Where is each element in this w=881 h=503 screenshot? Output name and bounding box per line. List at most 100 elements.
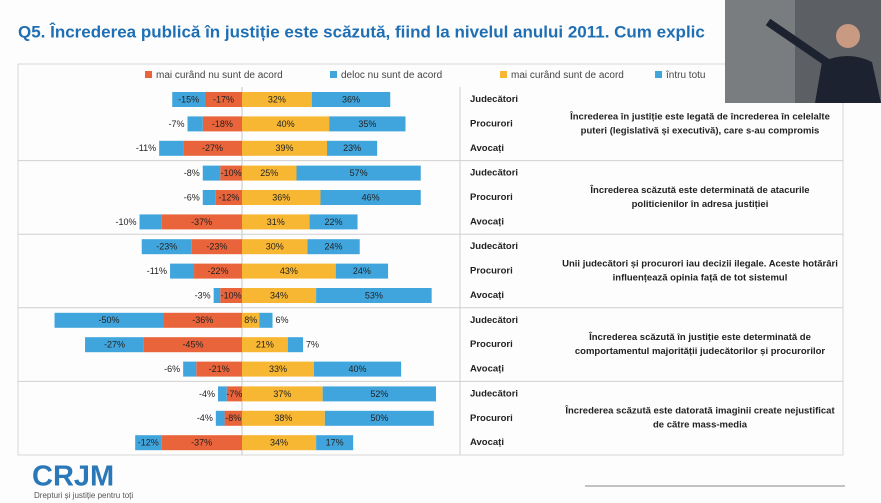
value-label: 6% bbox=[276, 315, 289, 325]
bar-segment bbox=[161, 214, 242, 230]
bar-segment bbox=[316, 288, 432, 303]
value-label: 17% bbox=[326, 438, 344, 448]
value-label: 7% bbox=[306, 340, 319, 350]
row-label: Procurori bbox=[470, 118, 513, 129]
bar-segment bbox=[309, 214, 358, 230]
value-label: -10% bbox=[116, 217, 137, 227]
bar-segment bbox=[143, 337, 242, 353]
value-label: 53% bbox=[365, 290, 383, 300]
video-arm bbox=[765, 18, 841, 74]
row-label: Avocați bbox=[470, 290, 504, 301]
bar-segment bbox=[329, 116, 406, 132]
bar-segment bbox=[242, 361, 314, 377]
bar-segment bbox=[296, 165, 421, 181]
bar-segment bbox=[242, 140, 328, 156]
value-label: -22% bbox=[208, 266, 229, 276]
statement: de către mass-media bbox=[653, 420, 748, 431]
statement: Încrederea scăzută în justiție este dete… bbox=[588, 331, 811, 343]
value-label: 43% bbox=[280, 266, 298, 276]
statement: influențează opinia față de tot sistemul bbox=[613, 273, 788, 284]
value-label: 32% bbox=[268, 94, 286, 104]
bar-segment bbox=[170, 263, 195, 279]
bar-segment bbox=[226, 386, 242, 402]
bar-segment bbox=[287, 337, 304, 353]
value-label: 40% bbox=[349, 364, 367, 374]
bar-segment bbox=[183, 361, 197, 377]
bar-segment bbox=[322, 386, 437, 402]
value-label: 21% bbox=[256, 340, 274, 350]
value-label: 36% bbox=[342, 94, 360, 104]
row-label: Judecători bbox=[470, 94, 518, 105]
value-label: 8% bbox=[244, 315, 257, 325]
legend-swatch bbox=[655, 71, 662, 78]
value-label: -21% bbox=[209, 364, 230, 374]
row-label: Avocați bbox=[470, 364, 504, 375]
bar-segment bbox=[215, 410, 225, 426]
value-label: 25% bbox=[260, 168, 278, 178]
value-label: -7% bbox=[226, 389, 242, 399]
bar-segment bbox=[242, 435, 317, 451]
row-label: Judecători bbox=[470, 388, 518, 399]
statement: Încrederea scăzută este datorată imagini… bbox=[564, 405, 835, 417]
bar-segment bbox=[163, 312, 242, 328]
bar-segment bbox=[335, 263, 389, 279]
value-label: 37% bbox=[273, 389, 291, 399]
statement: Încrederea scăzută este determinată de a… bbox=[589, 184, 809, 196]
bar-segment bbox=[316, 435, 354, 451]
bar-segment bbox=[242, 165, 297, 181]
value-label: 33% bbox=[269, 364, 287, 374]
value-label: -10% bbox=[221, 168, 242, 178]
statement: puteri (legislativă și executivă), care … bbox=[581, 125, 820, 136]
bar-segment bbox=[139, 214, 162, 230]
bar-segment bbox=[320, 190, 421, 205]
legend-label: mai curând nu sunt de acord bbox=[156, 70, 283, 81]
bar-segment bbox=[242, 288, 317, 303]
video-wall bbox=[725, 0, 795, 103]
bar-segment bbox=[242, 190, 321, 205]
slide-title: Q5. Încrederea publică în justiție este … bbox=[18, 22, 705, 41]
value-label: -8% bbox=[225, 413, 241, 423]
value-label: -37% bbox=[191, 438, 212, 448]
row-label: Procurori bbox=[470, 413, 513, 424]
bar-segment bbox=[85, 337, 144, 353]
row-label: Procurori bbox=[470, 192, 513, 203]
statement: politicienilor în adresa justiției bbox=[632, 199, 769, 210]
value-label: -12% bbox=[218, 192, 239, 202]
value-label: 31% bbox=[267, 217, 285, 227]
legend-label: mai curând sunt de acord bbox=[511, 70, 624, 81]
bar-segment bbox=[204, 92, 242, 107]
bar-segment bbox=[202, 165, 221, 181]
value-label: 57% bbox=[350, 168, 368, 178]
bar-segment bbox=[259, 312, 273, 328]
bar-segment bbox=[183, 140, 242, 156]
bar-segment bbox=[218, 386, 227, 402]
value-label: 52% bbox=[370, 389, 388, 399]
row-label: Judecători bbox=[470, 315, 518, 326]
statement: comportamentul majorității judecătorilor… bbox=[575, 346, 826, 357]
value-label: -23% bbox=[156, 242, 177, 252]
value-label: -12% bbox=[138, 438, 159, 448]
bar-segment bbox=[242, 410, 325, 426]
bar-segment bbox=[242, 312, 260, 328]
value-label: 35% bbox=[358, 119, 376, 129]
value-label: 46% bbox=[362, 192, 380, 202]
bar-segment bbox=[242, 239, 308, 255]
bar-segment bbox=[135, 435, 162, 451]
row-label: Avocați bbox=[470, 216, 504, 227]
bar-segment bbox=[172, 92, 205, 107]
value-label: -27% bbox=[104, 340, 125, 350]
video-head bbox=[836, 24, 860, 48]
value-label: 36% bbox=[272, 192, 290, 202]
row-label: Procurori bbox=[470, 266, 513, 277]
value-label: -7% bbox=[168, 119, 184, 129]
bar-segment bbox=[161, 435, 242, 451]
video-overlay bbox=[725, 0, 881, 103]
value-label: -18% bbox=[212, 119, 233, 129]
chart-frame bbox=[17, 63, 844, 456]
value-label: 38% bbox=[274, 413, 292, 423]
bar-segment bbox=[220, 288, 242, 303]
value-label: -45% bbox=[182, 340, 203, 350]
value-label: -17% bbox=[213, 94, 234, 104]
bar-segment bbox=[307, 239, 360, 255]
